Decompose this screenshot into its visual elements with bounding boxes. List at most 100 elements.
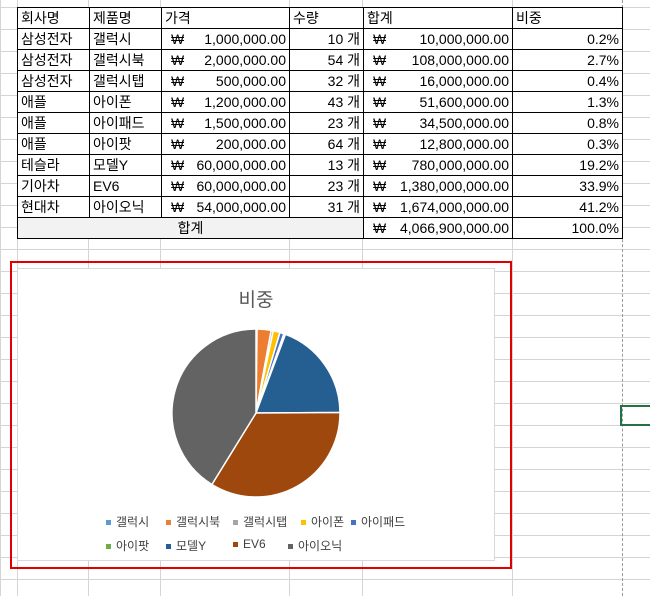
header-cell[interactable]: 제품명 [89, 7, 162, 29]
legend-swatch [166, 544, 171, 550]
legend-item[interactable]: 모델Y [166, 537, 206, 554]
table-row: 삼성전자 갤럭시탭 ₩500,000.00 32 개 ₩16,000,000.00 0.4… [17, 70, 623, 92]
company-cell[interactable]: 애플 [17, 91, 90, 113]
pie-slice-모델Y[interactable] [254, 333, 341, 414]
share-cell[interactable]: 19.2% [512, 154, 623, 176]
header-cell[interactable]: 수량 [289, 7, 364, 29]
company-cell[interactable]: 애플 [17, 112, 90, 134]
price-cell[interactable]: ₩200,000.00 [161, 133, 290, 155]
quantity-cell[interactable]: 64 개 [289, 133, 364, 155]
currency-symbol: ₩ [171, 178, 185, 194]
quantity-cell[interactable]: 43 개 [289, 91, 364, 113]
currency-symbol: ₩ [373, 31, 387, 47]
total-cell[interactable]: ₩108,000,000.00 [363, 49, 513, 71]
quantity-cell[interactable]: 31 개 [289, 196, 364, 218]
share-cell[interactable]: 0.8% [512, 112, 623, 134]
legend-item[interactable]: 아이오닉 [288, 537, 342, 554]
table-row: 삼성전자 갤럭시북 ₩2,000,000.00 54 개 ₩108,000,000.00… [17, 49, 623, 71]
share-cell[interactable]: 41.2% [512, 196, 623, 218]
legend-item[interactable]: EV6 [233, 537, 266, 551]
page-break-line [622, 0, 623, 596]
legend-label: 아이폰 [311, 515, 345, 529]
company-cell[interactable]: 기아차 [17, 175, 90, 197]
price-cell[interactable]: ₩54,000,000.00 [161, 196, 290, 218]
company-cell[interactable]: 삼성전자 [17, 49, 90, 71]
share-cell[interactable]: 1.3% [512, 91, 623, 113]
total-cell[interactable]: ₩34,500,000.00 [363, 112, 513, 134]
product-cell[interactable]: 모델Y [89, 154, 162, 176]
total-label-cell[interactable]: 합계 [17, 217, 364, 239]
data-table: 회사명 제품명 가격 수량 합계 비중 삼성전자 갤럭시 ₩1,000,000.00… [17, 7, 623, 239]
legend-item[interactable]: 아이폰 [301, 513, 344, 530]
legend-swatch [106, 520, 111, 526]
quantity-cell[interactable]: 13 개 [289, 154, 364, 176]
legend-item[interactable]: 아이팟 [106, 537, 149, 554]
company-cell[interactable]: 애플 [17, 133, 90, 155]
price-value: 1,200,000.00 [204, 94, 286, 110]
total-cell[interactable]: ₩1,380,000,000.00 [363, 175, 513, 197]
product-cell[interactable]: 아이패드 [89, 112, 162, 134]
total-cell[interactable]: ₩10,000,000.00 [363, 28, 513, 50]
pie-slice-아이오닉[interactable] [171, 328, 257, 486]
currency-symbol: ₩ [373, 115, 387, 131]
price-value: 60,000,000.00 [196, 178, 286, 194]
legend-item[interactable]: 아이패드 [351, 513, 405, 530]
grand-total-cell[interactable]: ₩4,066,900,000.00 [363, 217, 513, 239]
legend-label: 아이오닉 [298, 539, 343, 553]
legend-label: 갤럭시 [116, 515, 150, 529]
price-cell[interactable]: ₩60,000,000.00 [161, 154, 290, 176]
share-cell[interactable]: 0.4% [512, 70, 623, 92]
company-cell[interactable]: 테슬라 [17, 154, 90, 176]
product-cell[interactable]: 갤럭시 [89, 28, 162, 50]
total-cell[interactable]: ₩12,800,000.00 [363, 133, 513, 155]
header-row: 회사명 제품명 가격 수량 합계 비중 [17, 7, 623, 29]
product-cell[interactable]: 아이팟 [89, 133, 162, 155]
chart-selection-outline [10, 261, 512, 569]
price-cell[interactable]: ₩60,000,000.00 [161, 175, 290, 197]
price-cell[interactable]: ₩1,000,000.00 [161, 28, 290, 50]
header-cell[interactable]: 가격 [161, 7, 290, 29]
table-row: 애플 아이패드 ₩1,500,000.00 23 개 ₩34,500,000.00 0.8… [17, 112, 623, 134]
share-cell[interactable]: 2.7% [512, 49, 623, 71]
company-cell[interactable]: 삼성전자 [17, 28, 90, 50]
company-cell[interactable]: 현대차 [17, 196, 90, 218]
total-cell[interactable]: ₩1,674,000,000.00 [363, 196, 513, 218]
legend-item[interactable]: 갤럭시 [106, 513, 149, 530]
header-cell[interactable]: 회사명 [17, 7, 90, 29]
price-cell[interactable]: ₩500,000.00 [161, 70, 290, 92]
quantity-cell[interactable]: 32 개 [289, 70, 364, 92]
total-share-cell[interactable]: 100.0% [512, 217, 623, 239]
total-cell[interactable]: ₩51,600,000.00 [363, 91, 513, 113]
share-cell[interactable]: 33.9% [512, 175, 623, 197]
product-cell[interactable]: 아이오닉 [89, 196, 162, 218]
product-cell[interactable]: EV6 [89, 175, 162, 197]
legend-item[interactable]: 갤럭시탭 [233, 513, 287, 530]
price-cell[interactable]: ₩1,200,000.00 [161, 91, 290, 113]
table-row: 기아차 EV6 ₩60,000,000.00 23 개 ₩1,380,000,000.0… [17, 175, 623, 197]
total-value: 108,000,000.00 [411, 52, 509, 68]
currency-symbol: ₩ [373, 136, 387, 152]
quantity-cell[interactable]: 54 개 [289, 49, 364, 71]
product-cell[interactable]: 갤럭시탭 [89, 70, 162, 92]
quantity-cell[interactable]: 23 개 [289, 175, 364, 197]
active-cell[interactable] [620, 405, 650, 426]
price-cell[interactable]: ₩2,000,000.00 [161, 49, 290, 71]
share-cell[interactable]: 0.3% [512, 133, 623, 155]
total-cell[interactable]: ₩780,000,000.00 [363, 154, 513, 176]
total-cell[interactable]: ₩16,000,000.00 [363, 70, 513, 92]
chart-title[interactable]: 비중 [238, 290, 274, 311]
table-row: 애플 아이폰 ₩1,200,000.00 43 개 ₩51,600,000.00 1.3% [17, 91, 623, 113]
currency-symbol: ₩ [373, 52, 387, 68]
quantity-cell[interactable]: 23 개 [289, 112, 364, 134]
product-cell[interactable]: 갤럭시북 [89, 49, 162, 71]
currency-symbol: ₩ [373, 220, 387, 236]
header-cell[interactable]: 합계 [363, 7, 513, 29]
share-cell[interactable]: 0.2% [512, 28, 623, 50]
header-cell[interactable]: 비중 [512, 7, 623, 29]
legend-item[interactable]: 갤럭시북 [166, 513, 220, 530]
price-cell[interactable]: ₩1,500,000.00 [161, 112, 290, 134]
product-cell[interactable]: 아이폰 [89, 91, 162, 113]
company-cell[interactable]: 삼성전자 [17, 70, 90, 92]
quantity-cell[interactable]: 10 개 [289, 28, 364, 50]
